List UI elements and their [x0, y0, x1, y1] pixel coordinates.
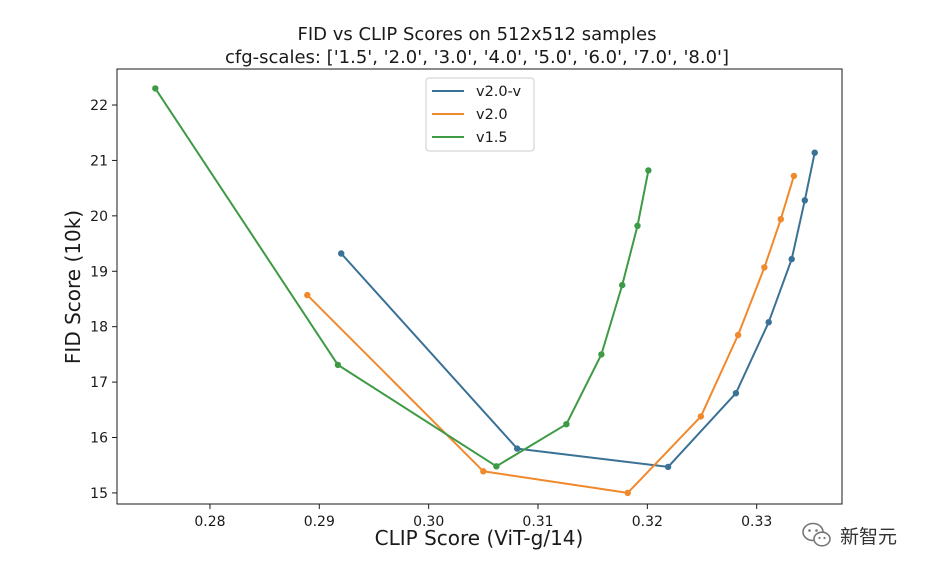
- legend-label-v2-0-v: v2.0-v: [476, 84, 521, 100]
- data-point-v1-5: [152, 85, 159, 92]
- y-tick-label: 21: [90, 153, 108, 169]
- data-point-v2-0-v: [765, 319, 772, 326]
- data-point-v1-5: [563, 421, 570, 428]
- watermark: 新智元: [802, 522, 897, 548]
- legend: v2.0-v v2.0 v1.5: [425, 77, 535, 152]
- y-tick-label: 18: [90, 320, 108, 336]
- legend-label-v1-5: v1.5: [476, 130, 508, 146]
- data-point-v2-0-v: [801, 197, 808, 204]
- series-line-v1-5: [154, 87, 650, 468]
- x-tick-label: 0.29: [304, 514, 335, 530]
- data-point-v1-5: [598, 351, 605, 358]
- y-tick-label: 19: [90, 264, 108, 280]
- data-point-v2-0: [790, 172, 798, 180]
- data-point-v1-5: [645, 167, 652, 174]
- data-point-v1-5: [493, 463, 500, 470]
- data-point-v2-0-v: [338, 250, 345, 257]
- data-point-v2-0: [304, 291, 311, 299]
- series-v1-5: [152, 85, 652, 470]
- data-point-v2-0: [761, 264, 768, 271]
- watermark-text: 新智元: [840, 526, 897, 548]
- chart-subtitle: cfg-scales: ['1.5', '2.0', '3.0', '4.0',…: [225, 47, 729, 68]
- x-axis-label: CLIP Score (ViT-g/14): [375, 526, 584, 550]
- series-v2-0-v: [338, 149, 818, 471]
- y-tick-label: 16: [90, 431, 108, 447]
- data-point-v2-0: [624, 489, 631, 497]
- data-point-v2-0-v: [514, 445, 521, 452]
- x-tick-label: 0.32: [632, 514, 663, 530]
- x-tick-label: 0.31: [522, 514, 553, 530]
- data-point-v2-0-v: [732, 390, 740, 397]
- series-line-v2-0-v: [340, 152, 816, 468]
- y-tick-label: 15: [90, 486, 108, 502]
- data-point-v2-0-v: [811, 149, 818, 156]
- y-axis-label: FID Score (10k): [61, 210, 85, 364]
- series-v2-0: [304, 172, 798, 497]
- x-tick-label: 0.33: [741, 514, 772, 530]
- legend-label-v2-0: v2.0: [476, 107, 508, 123]
- data-point-v1-5: [334, 361, 342, 369]
- legend-box: [425, 77, 535, 152]
- plot-frame: [116, 68, 843, 505]
- data-point-v2-0: [734, 331, 742, 339]
- series-group: [152, 85, 818, 497]
- data-point-v2-0-v: [664, 463, 672, 471]
- data-point-v1-5: [634, 222, 641, 229]
- data-point-v2-0-v: [788, 255, 795, 263]
- data-point-v2-0: [480, 468, 487, 475]
- x-tick-label: 0.28: [194, 514, 225, 530]
- y-tick-label: 20: [90, 209, 108, 225]
- axis-ticks: 0.28 0.29 0.30 0.31 0.32 0.33 15 16 17 18 19 20 21 22: [90, 98, 772, 530]
- y-tick-label: 22: [90, 98, 108, 114]
- data-point-v2-0: [777, 216, 784, 223]
- data-point-v2-0: [697, 413, 705, 420]
- x-tick-label: 0.30: [413, 514, 444, 530]
- y-tick-label: 17: [90, 375, 108, 391]
- chart-title: FID vs CLIP Scores on 512x512 samples: [297, 24, 656, 45]
- wechat-icon: [802, 522, 831, 547]
- data-point-v1-5: [619, 281, 626, 289]
- series-line-v2-0: [306, 175, 795, 494]
